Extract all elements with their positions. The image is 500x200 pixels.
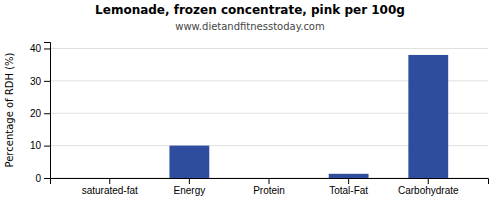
x-tick-label: Energy bbox=[174, 185, 206, 196]
title: Lemonade, frozen concentrate, pink per 1… bbox=[95, 3, 405, 17]
x-tick: saturated-fat bbox=[82, 178, 138, 196]
x-axis: saturated-fat Energy Protein Total-Fat Carbo… bbox=[51, 178, 489, 196]
bar bbox=[90, 178, 130, 179]
x-tick-label: Total-Fat bbox=[329, 185, 368, 196]
x-tick-label: Carbohydrate bbox=[398, 185, 459, 196]
plot: 0 10 20 30 40 saturated-fat Energy Protein Total… bbox=[30, 43, 489, 197]
y-axis-line bbox=[44, 43, 51, 179]
x-tick: Total-Fat bbox=[329, 178, 368, 196]
x-tick-mark bbox=[428, 178, 429, 184]
x-tick-mark bbox=[348, 178, 349, 184]
x-tick: Protein bbox=[253, 178, 285, 196]
y-tick-mark bbox=[44, 48, 50, 49]
y-tick-label: 0 bbox=[35, 173, 41, 184]
y-axis-title: Percentage of RDH (%) bbox=[4, 52, 15, 167]
chart: Lemonade, frozen concentrate, pink per 1… bbox=[0, 0, 500, 200]
x-tick-label: saturated-fat bbox=[82, 185, 138, 196]
x-tick-mark bbox=[189, 178, 190, 184]
y-tick-mark bbox=[44, 113, 50, 114]
bar bbox=[329, 174, 369, 178]
y-tick-mark bbox=[44, 178, 50, 179]
y-tick-label: 10 bbox=[30, 140, 42, 151]
bars bbox=[169, 55, 448, 178]
y-tick-mark bbox=[44, 146, 50, 147]
y-tick-label: 20 bbox=[30, 108, 42, 119]
y-tick-label: 30 bbox=[30, 76, 42, 87]
y-tick: 0 bbox=[35, 173, 50, 184]
bar bbox=[169, 146, 209, 178]
bar bbox=[408, 55, 448, 178]
y-tick-mark bbox=[44, 81, 50, 82]
y-tick-label: 40 bbox=[30, 43, 42, 54]
x-tick: Energy bbox=[174, 178, 206, 196]
x-tick-label: Protein bbox=[253, 185, 285, 196]
y-tick: 10 bbox=[30, 140, 50, 151]
x-tick-mark bbox=[109, 178, 110, 184]
y-tick: 40 bbox=[30, 43, 50, 54]
y-tick: 30 bbox=[30, 76, 50, 87]
x-tick: Carbohydrate bbox=[398, 178, 459, 196]
bar bbox=[249, 178, 289, 179]
subtitle: www.dietandfitnesstoday.com bbox=[175, 21, 324, 32]
grid-line bbox=[50, 48, 488, 49]
grid bbox=[50, 48, 488, 178]
x-tick-mark bbox=[269, 178, 270, 184]
y-tick: 20 bbox=[30, 108, 50, 119]
x-axis-line bbox=[51, 179, 489, 185]
y-axis: 0 10 20 30 40 bbox=[30, 43, 51, 184]
